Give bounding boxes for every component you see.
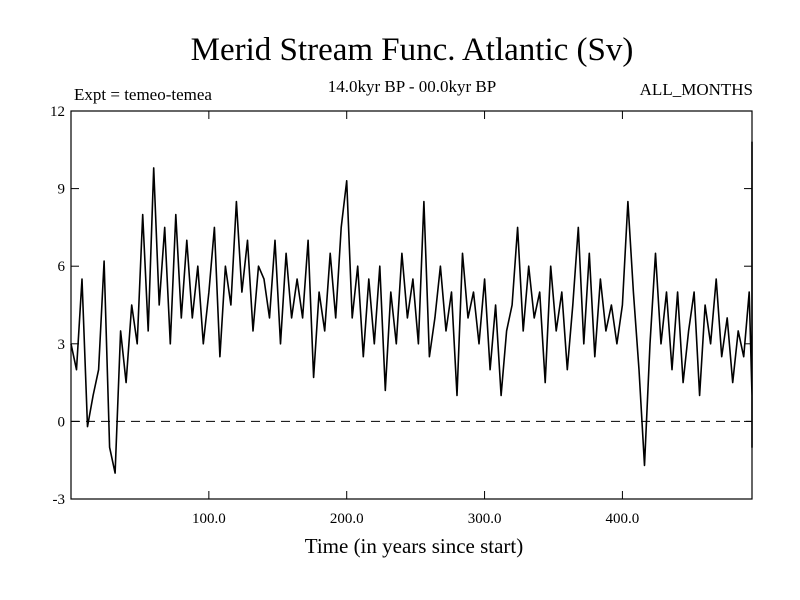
- series-line-temeo-temea: [70, 141, 753, 474]
- x-tick-label: 200.0: [330, 511, 364, 527]
- x-axis: 100.0 200.0 300.0 400.0: [192, 111, 639, 527]
- y-tick-label: 3: [58, 337, 66, 353]
- plot-frame: [70, 110, 753, 500]
- y-tick-label: -3: [53, 492, 66, 508]
- chart-subtitle: 14.0kyr BP - 00.0kyr BP: [328, 77, 496, 96]
- experiment-label: Expt = temeo-temea: [74, 85, 212, 104]
- chart-title: Merid Stream Func. Atlantic (Sv): [191, 32, 634, 68]
- y-tick-label: 0: [58, 414, 66, 430]
- y-tick-label: 6: [58, 259, 66, 275]
- x-axis-label: Time (in years since start): [305, 534, 524, 558]
- months-label: ALL_MONTHS: [640, 80, 753, 99]
- x-tick-label: 300.0: [468, 511, 502, 527]
- x-tick-label: 100.0: [192, 511, 226, 527]
- y-axis: -3 0 3 6 9 12: [50, 104, 752, 508]
- x-tick-label: 400.0: [606, 511, 640, 527]
- y-tick-label: 12: [50, 104, 65, 120]
- y-tick-label: 9: [58, 182, 66, 198]
